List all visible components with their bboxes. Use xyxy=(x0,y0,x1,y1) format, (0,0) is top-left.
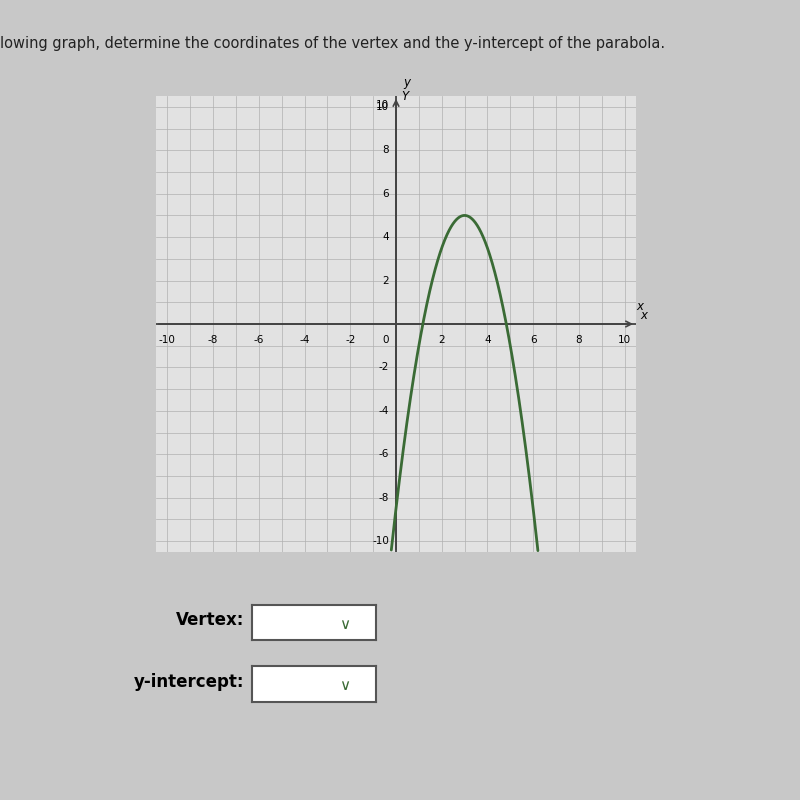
Text: -4: -4 xyxy=(378,406,389,416)
Text: 4: 4 xyxy=(484,335,490,345)
Text: -8: -8 xyxy=(378,493,389,502)
Text: y-intercept:: y-intercept: xyxy=(134,673,244,690)
Text: 10: 10 xyxy=(376,102,389,112)
Text: 8: 8 xyxy=(382,146,389,155)
Text: -6: -6 xyxy=(254,335,264,345)
Text: 0: 0 xyxy=(382,335,389,345)
Text: ∨: ∨ xyxy=(339,678,350,694)
Text: 10: 10 xyxy=(376,100,389,110)
Text: 6: 6 xyxy=(382,189,389,198)
Text: ∨: ∨ xyxy=(339,617,350,632)
Text: 2: 2 xyxy=(382,275,389,286)
Text: x: x xyxy=(641,309,647,322)
Text: 6: 6 xyxy=(530,335,537,345)
Text: lowing graph, determine the coordinates of the vertex and the y-intercept of the: lowing graph, determine the coordinates … xyxy=(0,36,665,51)
Text: -8: -8 xyxy=(208,335,218,345)
Text: -4: -4 xyxy=(299,335,310,345)
Text: 2: 2 xyxy=(438,335,445,345)
Text: -10: -10 xyxy=(159,335,176,345)
Text: y: y xyxy=(403,77,410,90)
Text: 8: 8 xyxy=(575,335,582,345)
Text: 10: 10 xyxy=(618,335,631,345)
Text: Vertex:: Vertex: xyxy=(176,611,244,629)
Text: -2: -2 xyxy=(378,362,389,373)
Text: x: x xyxy=(636,300,643,313)
Text: Y: Y xyxy=(402,90,409,102)
Text: -2: -2 xyxy=(345,335,355,345)
Text: -6: -6 xyxy=(378,450,389,459)
Text: 4: 4 xyxy=(382,232,389,242)
Text: -10: -10 xyxy=(372,536,389,546)
